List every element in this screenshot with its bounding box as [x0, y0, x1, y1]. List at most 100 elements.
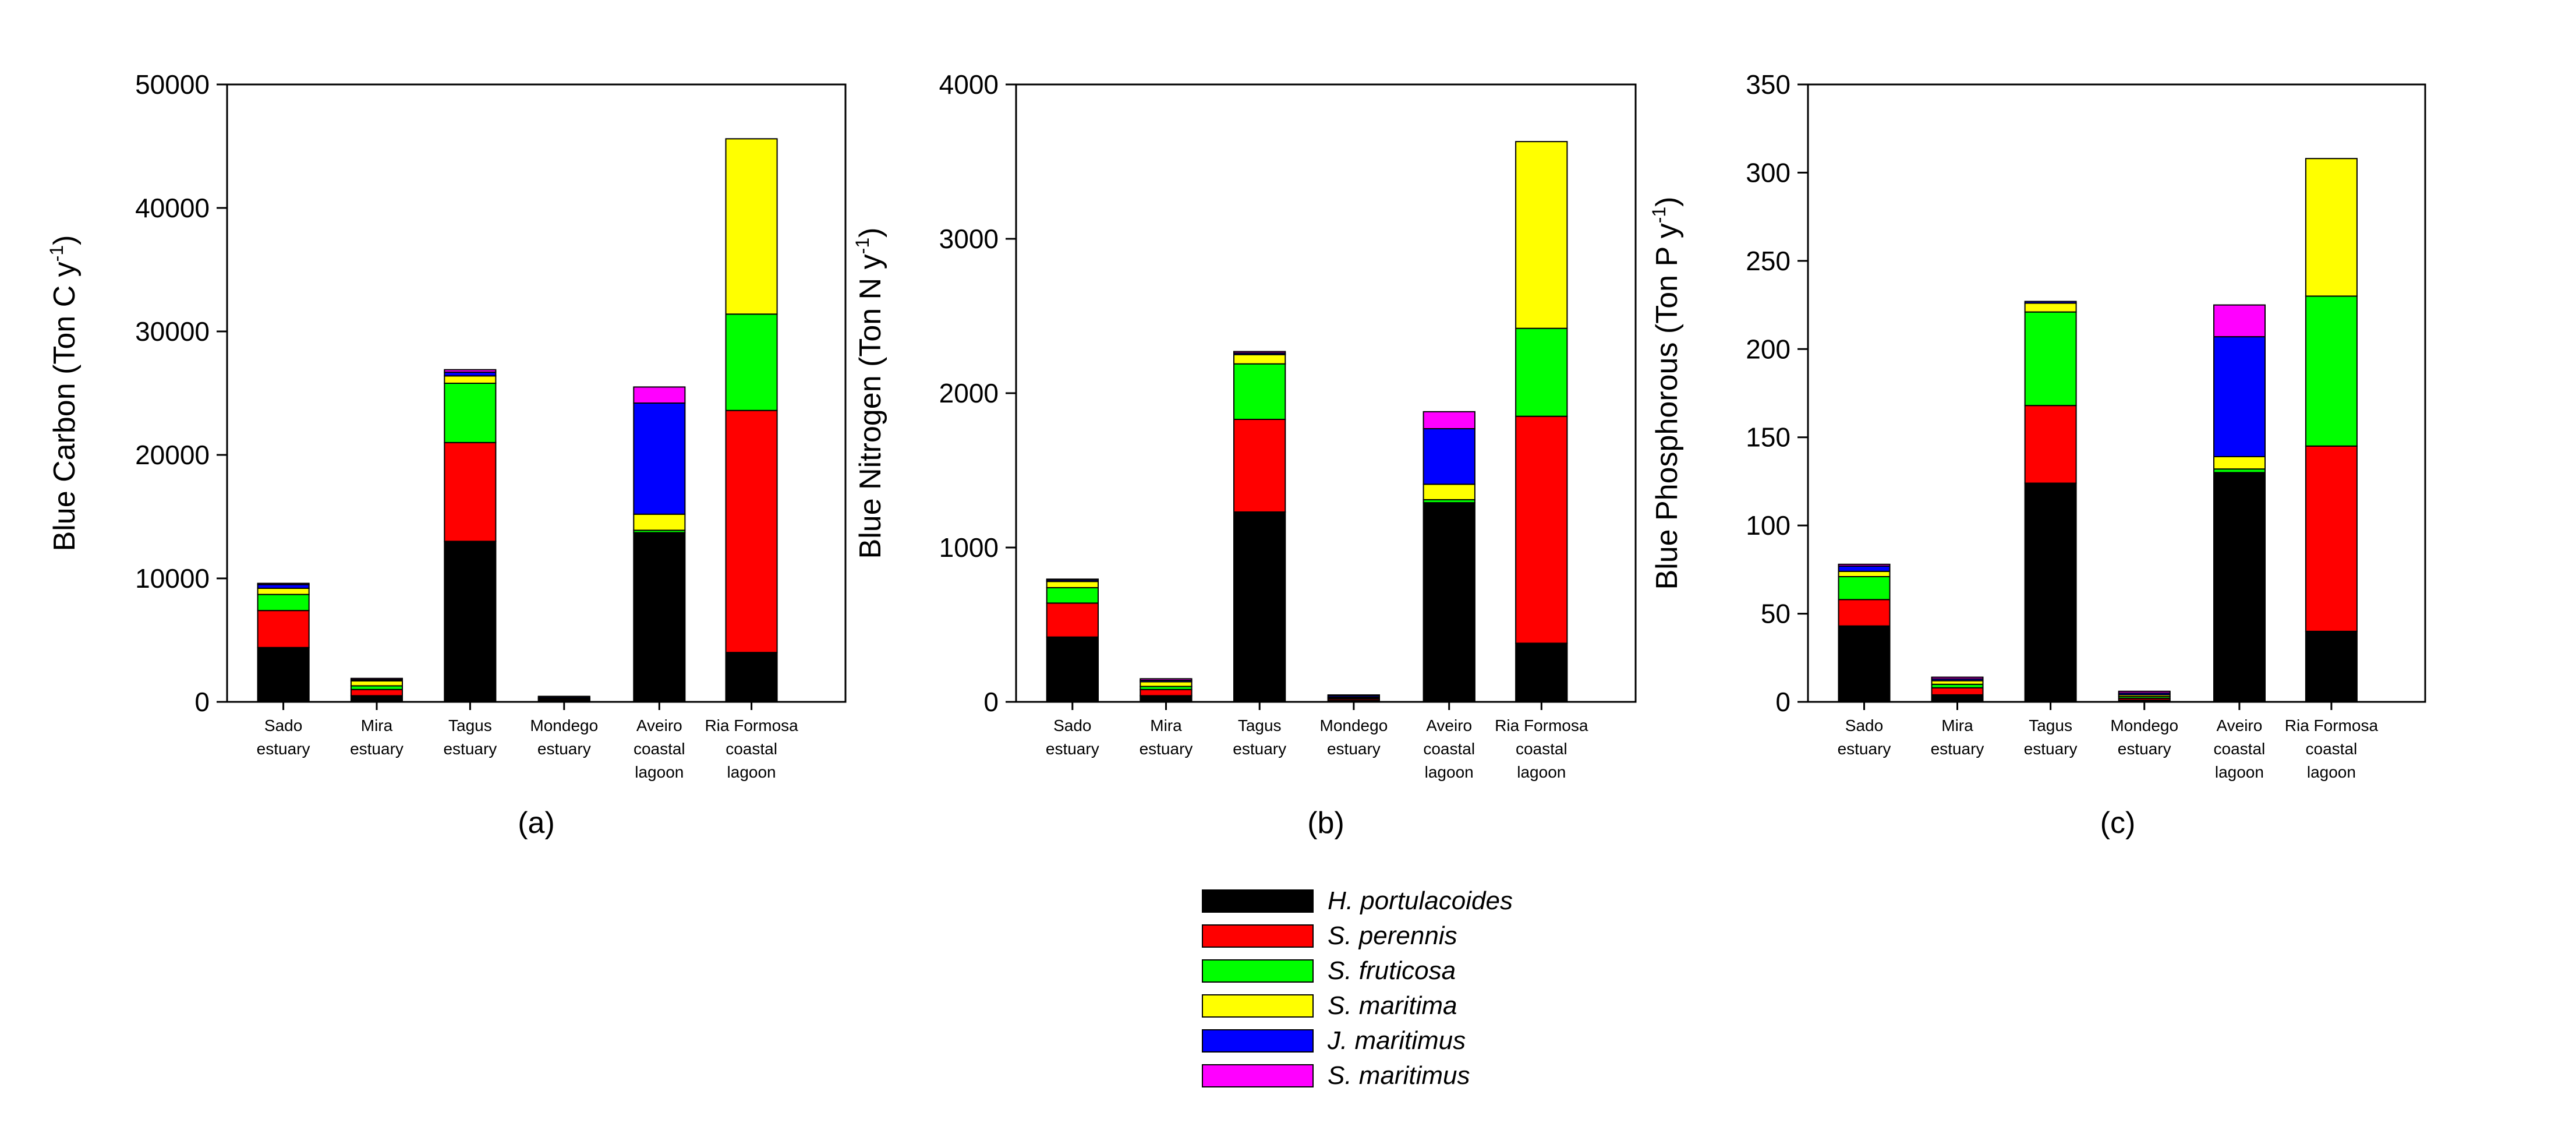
legend-label: J. maritimus — [1327, 1026, 1466, 1055]
bar-segment — [1233, 351, 1286, 354]
y-tick-label: 200 — [1746, 334, 1791, 364]
legend-swatch — [1202, 1064, 1314, 1087]
bar-segment — [1515, 141, 1568, 329]
bar-segment — [1838, 570, 1891, 578]
y-tick-label: 250 — [1746, 246, 1791, 276]
category-label: Ria Formosa coastal lagoon — [705, 716, 798, 781]
bar-segment — [1233, 354, 1286, 365]
bar-segment — [1140, 681, 1193, 687]
bar-segment — [1838, 625, 1891, 703]
bar-segment — [1140, 678, 1193, 681]
bar-segment — [2213, 336, 2266, 457]
bar-segment — [725, 138, 778, 315]
bar-segment — [1515, 415, 1568, 644]
bar-segment — [2305, 295, 2358, 447]
bar-segment — [257, 588, 310, 595]
y-tick-label: 2000 — [939, 378, 999, 408]
category-label: Tagus estuary — [2024, 716, 2078, 758]
bar-segment — [2213, 472, 2266, 702]
bar-segment — [2305, 630, 2358, 703]
legend-item: S. maritimus — [1202, 1061, 1470, 1090]
y-tick-label: 0 — [983, 687, 999, 717]
y-tick-label: 40000 — [135, 193, 210, 223]
chart-panel-3: Sado estuary Mira estuary Tagus estuary Mondeg… — [1648, 69, 2426, 840]
legend-label: S. maritima — [1328, 991, 1457, 1020]
bar-segment — [1046, 578, 1099, 581]
category-label: Sado estuary — [1838, 716, 1891, 758]
bar-segment — [1838, 599, 1891, 627]
legend-swatch — [1202, 959, 1314, 983]
bar-segment — [2024, 311, 2077, 407]
bar-segment — [725, 652, 778, 702]
category-label: Ria Formosa coastal lagoon — [1495, 716, 1588, 781]
bar-segment — [2305, 445, 2358, 632]
category-label: Mondego estuary — [530, 716, 598, 758]
category-label: Mondego estuary — [1320, 716, 1388, 758]
bar-segment — [1233, 511, 1286, 702]
bar-segment — [2024, 405, 2077, 484]
bar-segment — [1423, 502, 1475, 702]
chart-panel-2: Sado estuary Mira estuary Tagus estuary Mondeg… — [852, 69, 1637, 840]
category-label: Aveiro coastal lagoon — [634, 716, 685, 781]
bar-segment — [257, 610, 310, 648]
bar-segment — [1046, 587, 1099, 604]
bar-segment — [2024, 301, 2077, 304]
legend-label: S. fruticosa — [1328, 956, 1456, 985]
bar-segment — [725, 313, 778, 411]
bar-segment — [2213, 456, 2266, 470]
bar-segment — [257, 582, 310, 585]
y-tick-label: 10000 — [135, 563, 210, 594]
category-label: Mira estuary — [350, 716, 404, 758]
y-tick-label: 30000 — [135, 316, 210, 347]
y-axis-title: Blue Carbon (Ton C y-1) — [46, 235, 82, 552]
category-label: Aveiro coastal lagoon — [1423, 716, 1475, 781]
legend-item: S. maritima — [1202, 991, 1457, 1020]
chart-panels: Sado estuary Mira estuary Tagus estuary Mondeg… — [46, 69, 2426, 840]
y-tick-label: 300 — [1746, 157, 1791, 188]
legend-label: S. maritimus — [1328, 1061, 1470, 1090]
y-tick-label: 50 — [1761, 599, 1791, 629]
bar-segment — [1931, 687, 1984, 695]
panel-label: (a) — [518, 806, 555, 840]
bar-segment — [1515, 327, 1568, 417]
y-tick-label: 0 — [194, 687, 210, 717]
bar-segment — [444, 383, 497, 443]
y-tick-label: 350 — [1746, 69, 1791, 100]
bar-segment — [1838, 576, 1891, 601]
bar-segment — [1423, 411, 1475, 429]
y-axis-title: Blue Phosphorous (Ton P y-1) — [1648, 197, 1684, 590]
bar-segment — [1931, 680, 1984, 685]
category-label: Mira estuary — [1140, 716, 1193, 758]
category-label: Tagus estuary — [443, 716, 497, 758]
bar-segment — [633, 513, 686, 531]
legend-item: S. perennis — [1202, 921, 1457, 950]
bar-segment — [2024, 482, 2077, 702]
category-label: Sado estuary — [257, 716, 310, 758]
bar-segment — [633, 386, 686, 404]
bar-segment — [1423, 428, 1475, 485]
category-label: Sado estuary — [1046, 716, 1099, 758]
y-tick-label: 100 — [1746, 510, 1791, 541]
bar-segment — [1140, 695, 1193, 703]
chart-panel-1: Sado estuary Mira estuary Tagus estuary Mondeg… — [46, 69, 847, 840]
category-label: Mondego estuary — [2110, 716, 2178, 758]
bar-segment — [1140, 688, 1193, 697]
bar-segment — [444, 369, 497, 373]
legend-item: S. fruticosa — [1202, 956, 1456, 985]
bar-segment — [2305, 158, 2358, 297]
bar-segment — [1233, 419, 1286, 513]
legend-swatch — [1202, 924, 1314, 948]
y-tick-label: 50000 — [135, 69, 210, 100]
bar-segment — [444, 442, 497, 542]
category-label: Mira estuary — [1931, 716, 1984, 758]
panel-label: (b) — [1307, 806, 1344, 840]
y-tick-label: 150 — [1746, 422, 1791, 453]
legend-swatch — [1202, 889, 1314, 913]
bar-segment — [1423, 483, 1475, 500]
plot-frame — [1807, 83, 2426, 703]
bar-segment — [1515, 642, 1568, 703]
plot-frame — [226, 83, 847, 703]
legend-item: J. maritimus — [1202, 1026, 1466, 1055]
bar-segment — [633, 402, 686, 515]
